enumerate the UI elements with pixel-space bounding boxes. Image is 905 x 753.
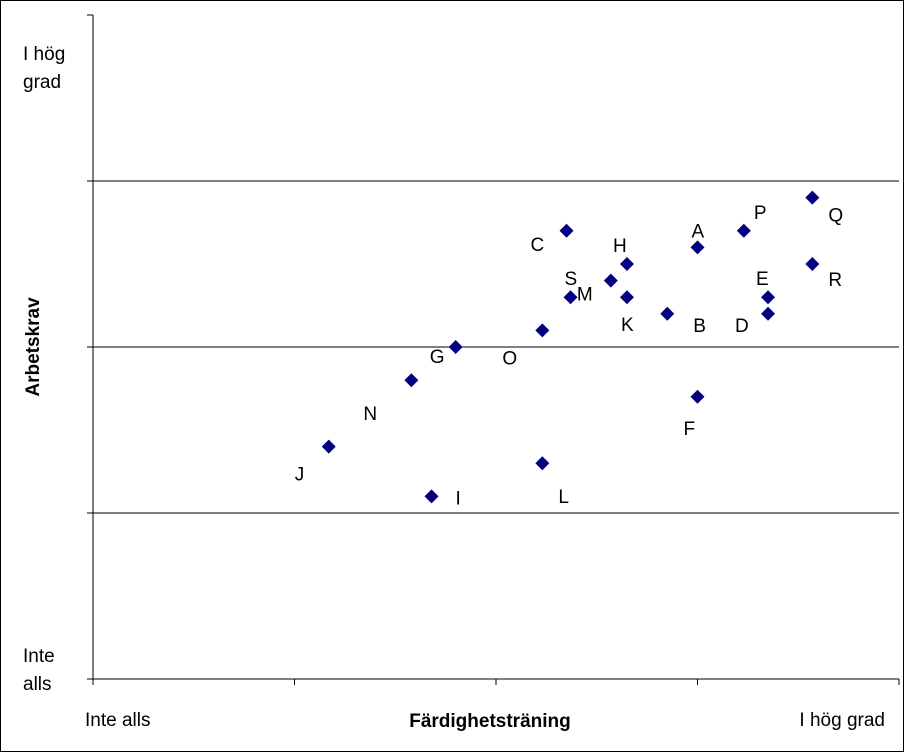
data-point-m	[603, 273, 618, 288]
point-label-e: E	[756, 269, 769, 290]
point-label-d: D	[735, 316, 749, 337]
point-label-o: O	[502, 348, 517, 369]
data-points	[321, 190, 820, 504]
y-low-label-line1: Inte	[23, 646, 55, 667]
point-label-j: J	[295, 465, 305, 486]
gridlines	[93, 180, 899, 514]
data-point-q	[805, 190, 820, 205]
point-label-r: R	[828, 270, 842, 291]
x-axis-title: Färdighetsträning	[409, 711, 571, 732]
data-point-e	[761, 290, 776, 305]
point-label-l: L	[558, 487, 569, 508]
data-point-d	[761, 306, 776, 321]
data-point-s	[563, 290, 578, 305]
point-label-s: S	[565, 269, 578, 290]
data-point-c	[559, 223, 574, 238]
axes	[92, 15, 899, 685]
data-point-b	[660, 306, 675, 321]
data-point-h	[619, 257, 634, 271]
point-label-b: B	[693, 316, 706, 337]
point-label-a: A	[692, 221, 705, 242]
axis-ticks	[87, 14, 900, 685]
point-label-c: C	[531, 235, 545, 256]
y-axis-title: Arbetskrav	[23, 297, 44, 397]
data-point-f	[690, 389, 705, 404]
point-label-h: H	[613, 236, 627, 257]
data-point-j	[321, 439, 336, 454]
data-point-i	[424, 489, 439, 504]
data-point-k	[619, 290, 634, 305]
point-labels: A B C D E F G H I J K L M N O P Q R S	[295, 203, 843, 510]
point-label-m: M	[577, 285, 593, 306]
x-low-label: Inte alls	[85, 710, 150, 731]
y-high-label-line2: grad	[23, 72, 61, 93]
point-label-g: G	[430, 347, 445, 368]
data-point-a	[690, 240, 705, 255]
x-high-label: I hög grad	[799, 710, 885, 731]
data-point-p	[736, 223, 751, 238]
point-label-q: Q	[828, 206, 843, 227]
point-label-k: K	[621, 315, 634, 336]
data-point-o	[535, 323, 550, 338]
point-label-p: P	[754, 203, 767, 224]
y-low-label-line2: alls	[23, 674, 52, 695]
point-label-i: I	[456, 488, 461, 509]
point-label-n: N	[363, 404, 377, 425]
data-point-r	[805, 257, 820, 271]
data-point-n	[404, 373, 419, 388]
data-point-g	[448, 340, 463, 354]
y-high-label-line1: I hög	[23, 44, 65, 65]
point-label-f: F	[684, 419, 696, 440]
data-point-l	[535, 456, 550, 471]
